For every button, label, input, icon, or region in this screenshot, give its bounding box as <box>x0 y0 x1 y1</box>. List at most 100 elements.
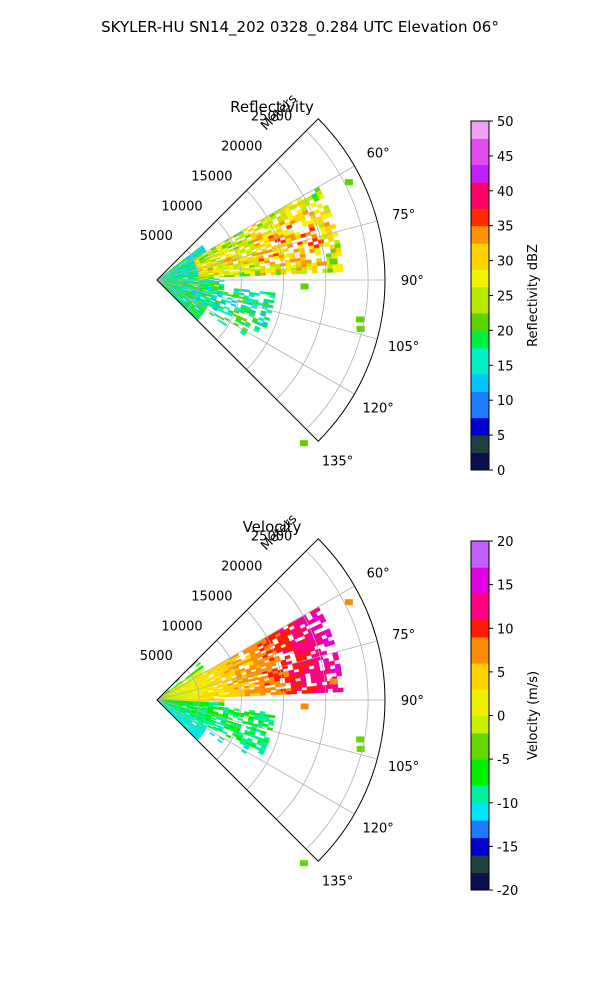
radar-cell <box>250 274 255 276</box>
radial-tick-label: 5000 <box>140 649 173 664</box>
radar-cell <box>301 684 306 688</box>
colorbar-segment <box>471 803 489 812</box>
radar-cell <box>214 284 219 286</box>
radar-cell <box>333 688 338 692</box>
radar-cell <box>345 599 353 605</box>
radar-cell <box>242 318 248 322</box>
radar-cell <box>234 708 239 710</box>
radial-tick-label: 20000 <box>221 140 262 155</box>
radar-cell <box>239 289 244 291</box>
colorbar-segment <box>471 628 489 637</box>
radar-cell <box>265 683 270 686</box>
radar-cell <box>296 687 301 690</box>
radar-cell <box>256 729 262 733</box>
radar-cell <box>268 305 274 309</box>
colorbar-tick-label: 20 <box>497 324 514 339</box>
radar-cell <box>284 254 290 258</box>
radar-cell <box>193 276 198 277</box>
radar-cell <box>317 262 323 266</box>
radar-cell <box>357 746 365 752</box>
radar-cell <box>285 655 291 659</box>
radar-cell <box>269 300 275 303</box>
radar-cell <box>255 273 260 275</box>
colorbar-tick-label: 25 <box>497 290 514 305</box>
radar-cell <box>260 291 265 294</box>
radar-cell <box>330 224 336 229</box>
radar-cell <box>231 303 236 306</box>
radar-cell <box>307 266 312 270</box>
radar-cell <box>224 306 229 309</box>
colorbar-segment <box>471 322 489 331</box>
radar-cell <box>258 317 264 321</box>
radar-cell <box>324 242 330 247</box>
radar-cell <box>302 270 307 273</box>
colorbar-segment <box>471 707 489 716</box>
radar-cell <box>307 686 312 690</box>
azimuth-tick-label: 135° <box>322 455 353 470</box>
colorbar-segment <box>471 681 489 690</box>
radar-cell <box>305 232 311 237</box>
colorbar-tick-label: 0 <box>497 710 505 725</box>
colorbar-segment <box>471 287 489 296</box>
colorbar-tick-label: -20 <box>497 884 518 899</box>
colorbar-segment <box>471 374 489 383</box>
radar-cell <box>238 296 243 299</box>
radar-cell <box>222 731 227 735</box>
colorbar-segment <box>471 759 489 768</box>
radar-cell <box>329 640 335 645</box>
radar-cell <box>229 275 234 277</box>
colorbar-segment <box>471 252 489 261</box>
colorbar-segment <box>471 200 489 209</box>
radar-cell <box>209 278 214 279</box>
colorbar-segment <box>471 217 489 226</box>
colorbar-label: Reflectivity dBZ <box>526 244 541 347</box>
colorbar-segment <box>471 768 489 777</box>
colorbar-tick-label: 10 <box>497 394 514 409</box>
radar-cell <box>260 243 266 247</box>
radar-cell <box>240 274 245 276</box>
azimuth-tick-label: 120° <box>362 402 393 417</box>
azimuth-tick-label: 60° <box>367 146 390 161</box>
radar-cell <box>322 689 327 693</box>
colorbar-segment <box>471 156 489 165</box>
radar-cell <box>239 293 244 296</box>
colorbar-segment <box>471 435 489 444</box>
radar-cell <box>238 718 243 721</box>
colorbar-segment <box>471 567 489 576</box>
colorbar-segment <box>471 234 489 243</box>
radar-cell <box>229 695 234 697</box>
radar-echo-field <box>157 179 365 446</box>
radar-cell <box>249 712 254 715</box>
colorbar-segment <box>471 138 489 147</box>
radar-cell <box>219 704 224 706</box>
radar-cell <box>265 292 270 295</box>
colorbar-tick-label: -10 <box>497 797 518 812</box>
radar-cell <box>310 202 316 208</box>
colorbar-segment <box>471 794 489 803</box>
azimuth-tick-label: 105° <box>388 760 419 775</box>
radar-cell <box>301 283 309 289</box>
radar-cell <box>336 252 342 257</box>
colorbar-segment <box>471 165 489 174</box>
azimuth-tick-label: 135° <box>322 875 353 890</box>
radar-cell <box>248 679 254 682</box>
colorbar-segment <box>471 383 489 392</box>
radar-cell <box>333 684 338 688</box>
radar-cell <box>276 692 281 695</box>
colorbar-segment <box>471 173 489 182</box>
radar-cell <box>286 268 291 271</box>
azimuth-tick-label: 75° <box>392 208 415 223</box>
colorbar-segment <box>471 663 489 672</box>
colorbar-segment <box>471 558 489 567</box>
azimuth-tick-label: 90° <box>401 274 424 289</box>
radar-cell <box>194 660 199 664</box>
colorbar-segment <box>471 261 489 270</box>
radar-cell <box>328 268 333 272</box>
velocity-panel: Velocity500010000150002000025000Meters60… <box>140 512 541 899</box>
colorbar-segment <box>471 698 489 707</box>
radar-cell <box>214 275 219 277</box>
radar-cell <box>235 695 240 697</box>
radial-tick-label: 10000 <box>161 199 202 214</box>
colorbar-tick-label: 45 <box>497 150 514 165</box>
